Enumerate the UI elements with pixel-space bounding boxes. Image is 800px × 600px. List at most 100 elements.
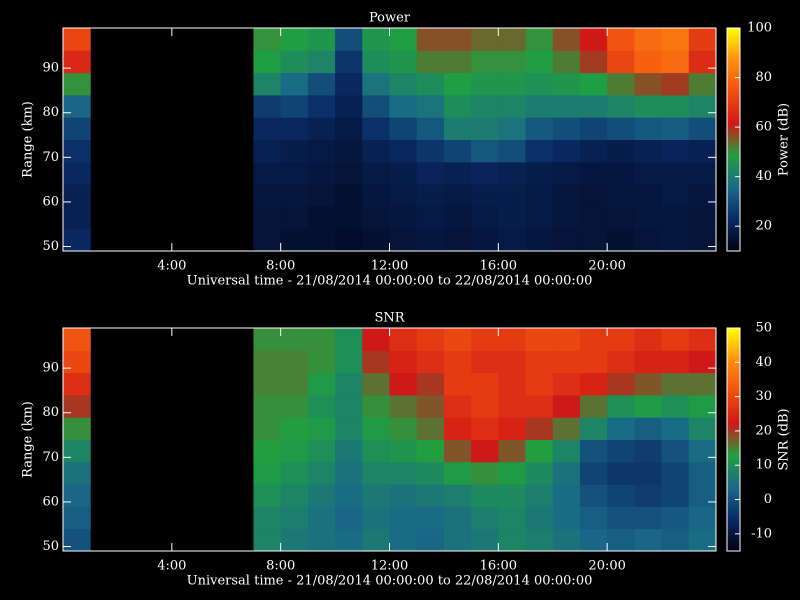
- heatmap-cell: [362, 72, 390, 96]
- heatmap-cell: [525, 506, 554, 530]
- heatmap-cell: [607, 372, 635, 396]
- heatmap-cell: [634, 528, 663, 552]
- heatmap-cell: [443, 139, 472, 163]
- heatmap-cell: [661, 184, 690, 207]
- heatmap-cell: [579, 50, 608, 74]
- heatmap-cell: [280, 461, 309, 485]
- heatmap-cell: [253, 328, 282, 351]
- chart-title: SNR: [374, 311, 405, 326]
- heatmap-cell: [634, 206, 663, 230]
- heatmap-cell: [280, 484, 309, 507]
- heatmap-cell: [253, 394, 282, 418]
- heatmap-cell: [552, 528, 581, 552]
- heatmap-cell: [307, 228, 336, 252]
- heatmap-cell: [362, 117, 390, 140]
- heatmap-cell: [280, 117, 309, 140]
- y-tick-label: 70: [42, 450, 59, 465]
- heatmap-cell: [362, 50, 390, 74]
- heatmap-cell: [280, 439, 309, 463]
- heatmap-cell: [525, 94, 554, 118]
- colorbar: [727, 28, 740, 251]
- heatmap-cell: [471, 206, 499, 230]
- y-tick-label: 70: [42, 150, 59, 165]
- heatmap-cell: [63, 94, 91, 118]
- heatmap-cell: [688, 117, 717, 140]
- heatmap-cell: [253, 484, 282, 507]
- heatmap-cell: [634, 50, 663, 74]
- heatmap-cell: [552, 439, 581, 463]
- heatmap-cell: [552, 228, 581, 252]
- heatmap-cell: [443, 184, 472, 207]
- heatmap-cell: [416, 50, 445, 74]
- y-tick-label: 50: [42, 239, 59, 254]
- heatmap-cell: [579, 484, 608, 507]
- heatmap-cell: [443, 394, 472, 418]
- heatmap-cell: [335, 72, 363, 96]
- heatmap-cell: [552, 72, 581, 96]
- heatmap-cell: [416, 328, 445, 351]
- heatmap-cell: [579, 72, 608, 96]
- heatmap-cell: [280, 394, 309, 418]
- y-tick-label: 60: [42, 194, 59, 209]
- heatmap-cell: [443, 484, 472, 507]
- heatmap-cell: [552, 506, 581, 530]
- heatmap-cell: [335, 50, 363, 74]
- heatmap-cell: [362, 394, 390, 418]
- heatmap-cell: [335, 139, 363, 163]
- colorbar-tick-label: 10: [755, 458, 772, 473]
- heatmap-cell: [471, 117, 499, 140]
- y-tick-label: 80: [42, 105, 59, 120]
- heatmap-cell: [307, 72, 336, 96]
- heatmap-cell: [607, 161, 635, 185]
- x-tick-label: 4:00: [157, 259, 186, 274]
- heatmap-cell: [362, 372, 390, 396]
- heatmap-cell: [552, 117, 581, 140]
- heatmap-cell: [443, 528, 472, 552]
- heatmap-cell: [552, 417, 581, 440]
- heatmap-cell: [688, 228, 717, 252]
- heatmap-cell: [552, 206, 581, 230]
- heatmap-cell: [552, 484, 581, 507]
- heatmap-cell: [525, 161, 554, 185]
- heatmap-cell: [579, 350, 608, 374]
- heatmap-cell: [607, 439, 635, 463]
- heatmap-cell: [498, 50, 527, 74]
- heatmap-cell: [634, 506, 663, 530]
- heatmap-cell: [362, 94, 390, 118]
- heatmap-cell: [525, 461, 554, 485]
- heatmap-cell: [362, 328, 390, 351]
- heatmap-cell: [443, 461, 472, 485]
- heatmap-cell: [389, 228, 418, 252]
- heatmap-cell: [389, 28, 418, 51]
- heatmap-cell: [525, 328, 554, 351]
- heatmap-cell: [416, 28, 445, 51]
- heatmap-cell: [253, 528, 282, 552]
- heatmap-cell: [525, 350, 554, 374]
- heatmap-cell: [525, 372, 554, 396]
- heatmap-cell: [471, 461, 499, 485]
- heatmap-cell: [335, 350, 363, 374]
- heatmap-cell: [688, 506, 717, 530]
- x-tick-label: 20:00: [588, 259, 625, 274]
- heatmap-cell: [661, 50, 690, 74]
- heatmap-cell: [471, 139, 499, 163]
- heatmap-cell: [607, 139, 635, 163]
- colorbar-tick-label: 50: [755, 321, 772, 336]
- heatmap-cell: [607, 94, 635, 118]
- heatmap-cell: [607, 206, 635, 230]
- heatmap-cell: [307, 28, 336, 51]
- x-tick-label: 8:00: [266, 259, 295, 274]
- heatmap-cell: [335, 184, 363, 207]
- heatmap-cell: [525, 72, 554, 96]
- heatmap-cell: [471, 394, 499, 418]
- heatmap-cell: [63, 50, 91, 74]
- heatmap-cell: [661, 439, 690, 463]
- heatmap-cell: [661, 206, 690, 230]
- x-tick-label: 12:00: [371, 259, 408, 274]
- heatmap-cell: [688, 94, 717, 118]
- colorbar-tick-label: 20: [755, 219, 772, 234]
- heatmap-cell: [661, 94, 690, 118]
- heatmap-cell: [552, 28, 581, 51]
- colorbar-label: SNR (dB): [777, 408, 792, 470]
- heatmap-cell: [634, 117, 663, 140]
